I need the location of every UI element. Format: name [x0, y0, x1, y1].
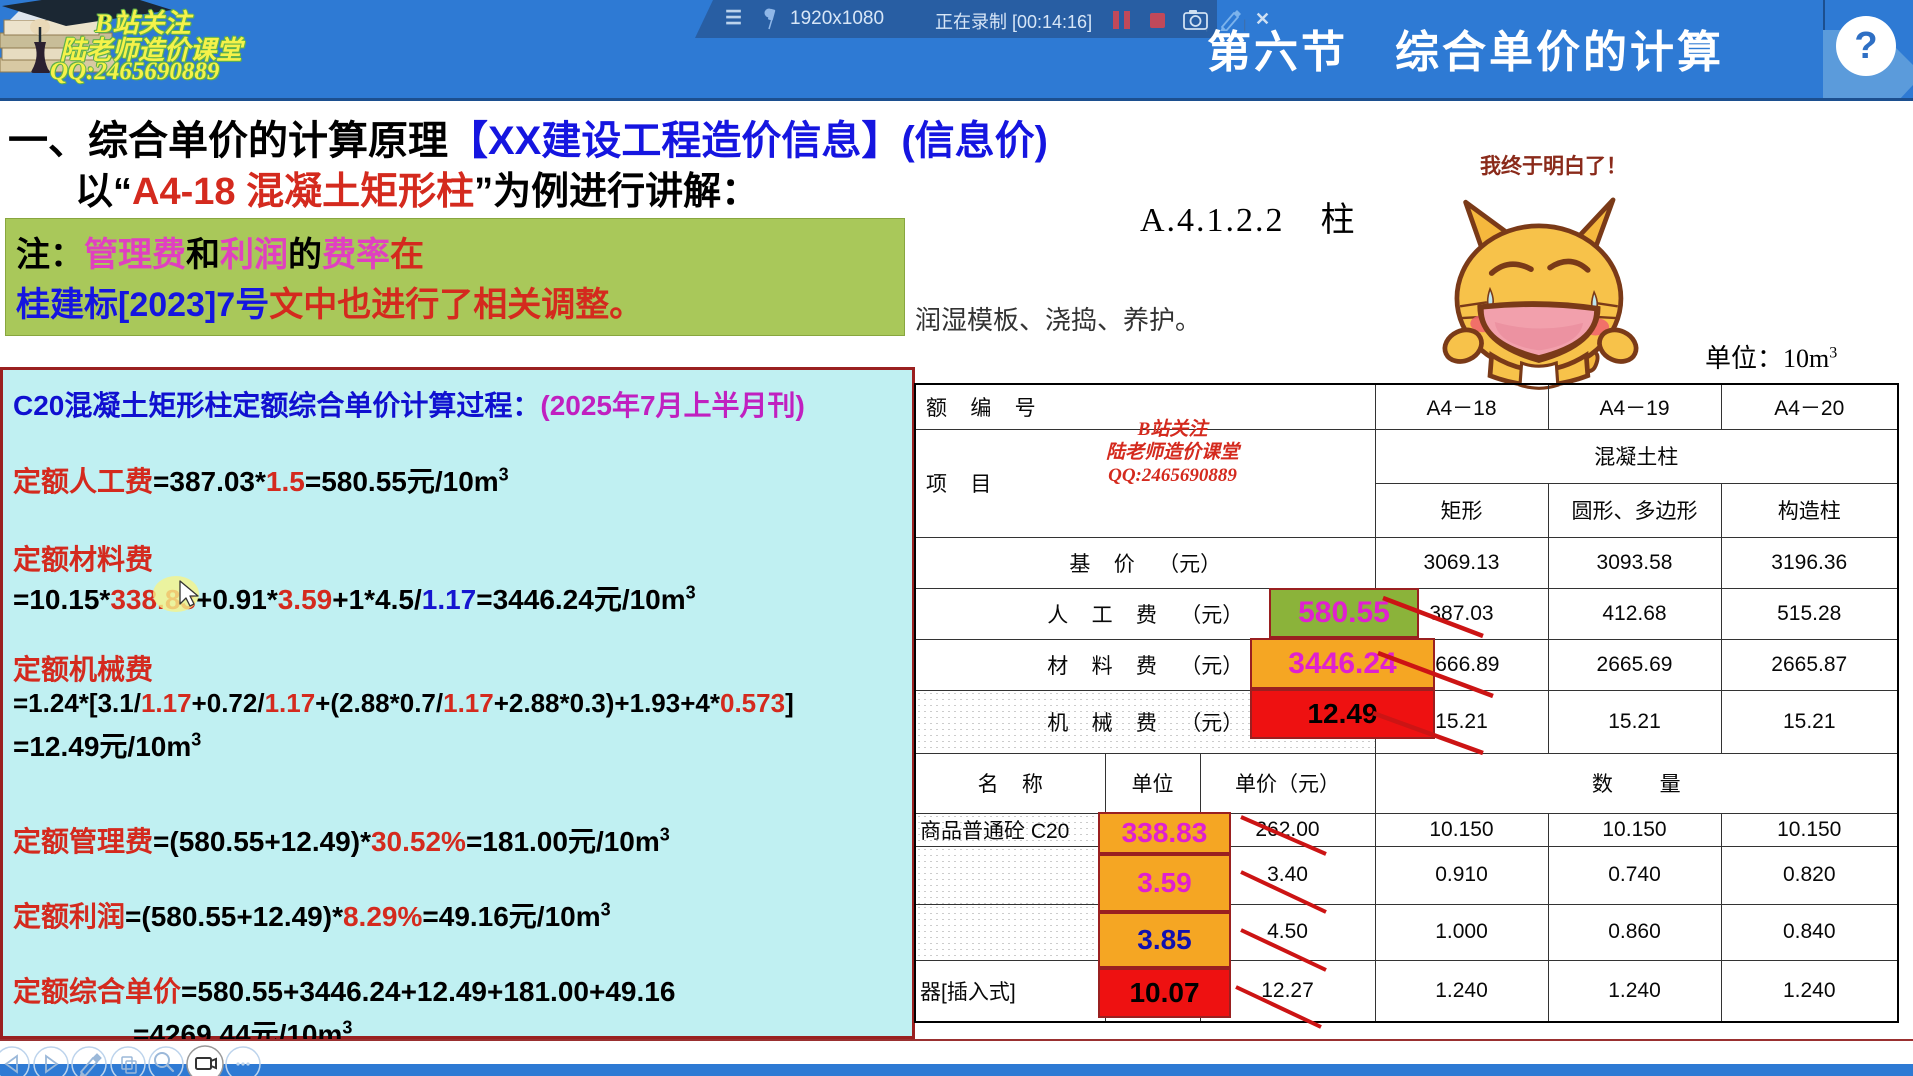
svg-text:?: ?	[1854, 25, 1877, 67]
